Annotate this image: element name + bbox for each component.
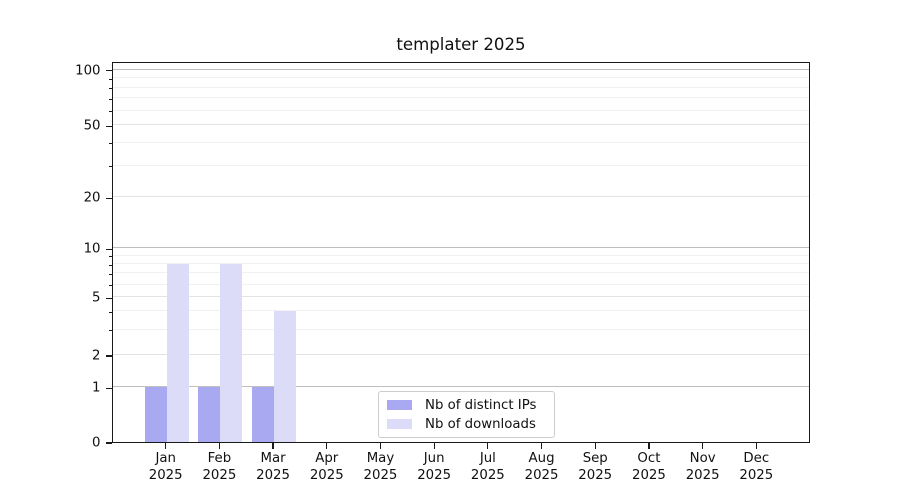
bar-nb-of-downloads-feb	[220, 264, 243, 442]
gridline-major	[113, 124, 809, 126]
x-tick-label: May 2025	[363, 451, 398, 483]
y-tick-mark	[105, 197, 112, 199]
gridline-minor	[113, 77, 809, 79]
y-minor-tick-mark	[108, 256, 112, 258]
y-minor-tick-mark	[108, 264, 112, 266]
x-tick-label: Apr 2025	[309, 451, 344, 483]
x-tick-mark	[648, 443, 650, 449]
x-tick-label: Sep 2025	[578, 451, 613, 483]
x-tick-label: Mar 2025	[256, 451, 290, 483]
x-tick-label: Oct 2025	[632, 451, 666, 483]
legend-swatch-downloads	[387, 419, 412, 429]
gridline-minor	[113, 328, 809, 330]
gridline-major	[113, 196, 809, 198]
gridline-minor	[113, 86, 809, 88]
y-minor-tick-mark	[108, 329, 112, 331]
x-tick-label: Aug 2025	[524, 451, 559, 483]
y-tick-label: 5	[92, 290, 101, 306]
x-tick-mark	[594, 443, 596, 449]
gridline-major	[113, 68, 809, 70]
legend-item-distinct-ips: Nb of distinct IPs	[387, 398, 554, 413]
x-tick-label: Dec 2025	[739, 451, 774, 483]
gridline-minor	[113, 272, 809, 274]
gridline-minor	[113, 254, 809, 256]
bar-nb-of-downloads-mar	[274, 311, 297, 442]
gridline-major	[113, 247, 809, 249]
y-tick-mark	[105, 442, 112, 444]
chart-title: templater 2025	[396, 35, 526, 54]
y-tick-label: 0	[92, 435, 101, 451]
gridline-major	[113, 386, 809, 388]
legend-label-downloads: Nb of downloads	[425, 416, 536, 432]
bar-nb-of-distinct-ips-feb	[198, 387, 221, 442]
legend-item-downloads: Nb of downloads	[387, 417, 554, 432]
bar-nb-of-distinct-ips-mar	[252, 387, 275, 442]
y-tick-mark	[105, 297, 112, 299]
x-tick-label: Feb 2025	[202, 451, 237, 483]
x-tick-mark	[433, 443, 435, 449]
gridline-minor	[113, 263, 809, 265]
y-tick-mark	[105, 248, 112, 250]
y-minor-tick-mark	[108, 88, 112, 90]
legend-label-distinct-ips: Nb of distinct IPs	[425, 397, 537, 413]
bar-nb-of-distinct-ips-jan	[144, 387, 167, 442]
x-tick-label: Nov 2025	[685, 451, 720, 483]
y-minor-tick-mark	[108, 98, 112, 100]
gridline-minor	[113, 109, 809, 111]
y-tick-label: 100	[75, 63, 101, 79]
y-tick-label: 10	[83, 241, 101, 257]
x-tick-label: Jan 2025	[148, 451, 183, 483]
x-tick-mark	[379, 443, 382, 449]
x-tick-mark	[326, 443, 328, 449]
gridline-minor	[113, 164, 809, 166]
gridline-major	[113, 354, 809, 356]
y-tick-label: 50	[83, 118, 101, 134]
legend: Nb of distinct IPs Nb of downloads	[378, 391, 555, 438]
y-minor-tick-mark	[108, 273, 112, 275]
y-tick-label: 2	[92, 348, 101, 364]
y-minor-tick-mark	[108, 284, 112, 286]
gridline-major	[113, 296, 809, 298]
y-tick-mark	[105, 387, 112, 389]
y-tick-mark	[105, 355, 112, 357]
gridline-minor	[113, 283, 809, 285]
gridline-minor	[113, 141, 809, 143]
x-tick-mark	[755, 443, 757, 449]
y-minor-tick-mark	[108, 111, 112, 113]
x-tick-label: Jul 2025	[470, 451, 505, 483]
y-minor-tick-mark	[108, 311, 112, 313]
legend-swatch-distinct-ips	[387, 400, 412, 410]
plot-area	[112, 62, 810, 443]
gridline-minor	[113, 310, 809, 312]
y-minor-tick-mark	[108, 166, 112, 168]
y-minor-tick-mark	[108, 143, 112, 145]
x-tick-mark	[487, 443, 489, 449]
x-tick-mark	[165, 443, 167, 449]
gridline-minor	[113, 97, 809, 99]
x-tick-mark	[272, 443, 274, 449]
y-minor-tick-mark	[108, 78, 112, 80]
y-tick-label: 20	[83, 190, 101, 206]
x-tick-mark	[218, 443, 220, 449]
y-tick-label: 1	[92, 380, 101, 396]
x-tick-label: Jun 2025	[417, 451, 452, 483]
x-tick-mark	[540, 443, 543, 449]
x-tick-mark	[702, 443, 704, 449]
y-tick-mark	[105, 125, 112, 127]
y-tick-mark	[105, 69, 112, 72]
bar-nb-of-downloads-jan	[166, 264, 189, 442]
